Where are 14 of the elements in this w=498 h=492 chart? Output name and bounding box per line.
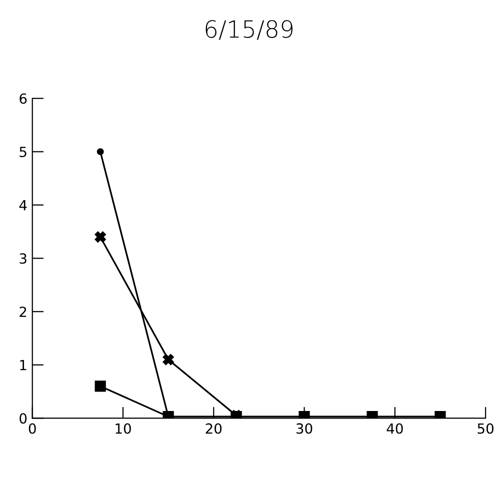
y-tick-label: 0 xyxy=(20,413,27,424)
y-tick-label: 2 xyxy=(20,306,26,317)
x-tick-label: 50 xyxy=(478,423,494,434)
x-tick-label: 10 xyxy=(116,423,131,434)
y-tick-label: 3 xyxy=(20,253,26,264)
y-tick-label: 4 xyxy=(19,200,27,210)
y-tick-label: 1 xyxy=(20,360,26,370)
x-tick-label: 20 xyxy=(206,423,222,434)
chart-title: 6/15/89 xyxy=(206,20,292,40)
x-tick-label: 30 xyxy=(296,423,312,434)
y-tick-label: 6 xyxy=(20,93,27,104)
x-tick-label: 0 xyxy=(28,423,36,434)
x-tick-label: 40 xyxy=(386,423,403,434)
y-tick-label: 5 xyxy=(20,146,26,158)
